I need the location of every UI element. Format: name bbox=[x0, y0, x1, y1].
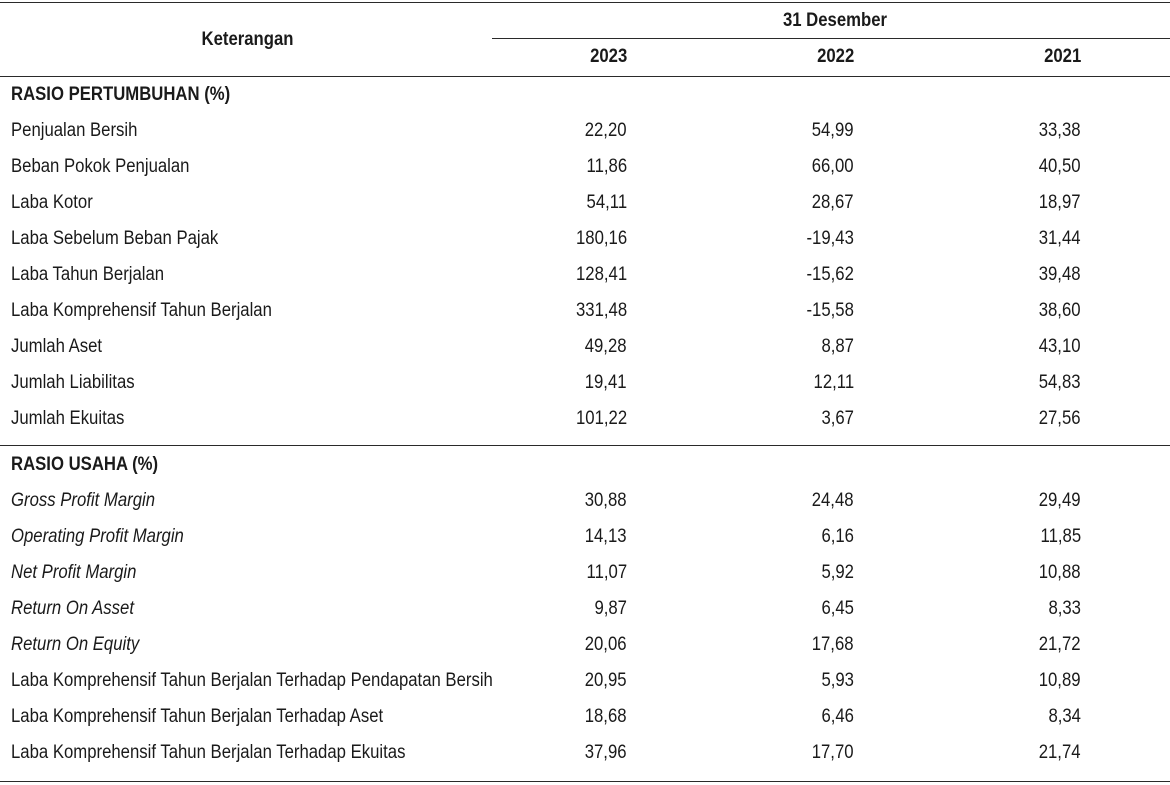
row-value-2023: 20,95 bbox=[585, 670, 627, 691]
row-value-2023: 18,68 bbox=[585, 706, 627, 727]
row-label: Laba Tahun Berjalan bbox=[11, 264, 165, 285]
row-label: Operating Profit Margin bbox=[11, 526, 184, 547]
row-value-2023: 101,22 bbox=[575, 408, 627, 429]
row-value-2021: 10,88 bbox=[1039, 562, 1081, 583]
row-value-2021: 11,85 bbox=[1040, 526, 1081, 547]
row-value-2022: 12,11 bbox=[813, 372, 854, 393]
row-value-2023: 19,41 bbox=[585, 372, 627, 393]
row-value-2021: 54,83 bbox=[1039, 372, 1081, 393]
section-title: RASIO PERTUMBUHAN (%) bbox=[11, 84, 231, 105]
row-value-2023: 128,41 bbox=[575, 264, 627, 285]
row-value-2022: 5,93 bbox=[821, 670, 854, 691]
period-underline bbox=[492, 38, 1170, 39]
row-value-2022: 66,00 bbox=[812, 156, 854, 177]
row-value-2023: 14,13 bbox=[585, 526, 627, 547]
row-value-2022: 8,87 bbox=[821, 336, 854, 357]
header-year-2022: 2022 bbox=[816, 46, 854, 67]
header-period: 31 Desember bbox=[782, 10, 888, 31]
section-divider bbox=[0, 445, 1170, 446]
row-label: Jumlah Aset bbox=[11, 336, 103, 357]
row-value-2023: 331,48 bbox=[575, 300, 627, 321]
row-value-2021: 38,60 bbox=[1039, 300, 1081, 321]
row-value-2023: 22,20 bbox=[585, 120, 627, 141]
row-value-2023: 54,11 bbox=[586, 192, 627, 213]
row-value-2023: 37,96 bbox=[585, 742, 627, 763]
row-value-2022: 24,48 bbox=[812, 490, 854, 511]
row-value-2021: 18,97 bbox=[1039, 192, 1081, 213]
row-value-2021: 29,49 bbox=[1039, 490, 1081, 511]
row-label: Laba Sebelum Beban Pajak bbox=[11, 228, 219, 249]
row-value-2022: 3,67 bbox=[821, 408, 854, 429]
row-value-2022: -15,62 bbox=[806, 264, 854, 285]
row-label: Laba Komprehensif Tahun Berjalan Terhada… bbox=[11, 706, 384, 727]
row-value-2022: 17,70 bbox=[812, 742, 854, 763]
row-value-2022: 5,92 bbox=[821, 562, 854, 583]
row-label: Laba Komprehensif Tahun Berjalan bbox=[11, 300, 272, 321]
row-value-2022: 6,46 bbox=[821, 706, 854, 727]
row-value-2022: 28,67 bbox=[812, 192, 854, 213]
row-value-2021: 33,38 bbox=[1039, 120, 1081, 141]
row-label: Laba Kotor bbox=[11, 192, 93, 213]
row-value-2023: 49,28 bbox=[585, 336, 627, 357]
row-value-2022: 6,45 bbox=[821, 598, 854, 619]
row-value-2021: 27,56 bbox=[1039, 408, 1081, 429]
row-label: Laba Komprehensif Tahun Berjalan Terhada… bbox=[11, 742, 406, 763]
row-value-2021: 31,44 bbox=[1039, 228, 1081, 249]
row-value-2023: 30,88 bbox=[585, 490, 627, 511]
row-value-2021: 40,50 bbox=[1039, 156, 1081, 177]
row-value-2023: 11,07 bbox=[586, 562, 627, 583]
row-label: Laba Komprehensif Tahun Berjalan Terhada… bbox=[11, 670, 493, 691]
row-value-2021: 8,33 bbox=[1048, 598, 1081, 619]
row-value-2022: -19,43 bbox=[806, 228, 854, 249]
row-label: Jumlah Ekuitas bbox=[11, 408, 125, 429]
row-label: Return On Asset bbox=[11, 598, 134, 619]
row-label: Return On Equity bbox=[11, 634, 140, 655]
row-value-2023: 9,87 bbox=[594, 598, 627, 619]
top-rule bbox=[0, 2, 1170, 3]
row-value-2021: 10,89 bbox=[1039, 670, 1081, 691]
row-value-2022: 54,99 bbox=[812, 120, 854, 141]
row-value-2023: 20,06 bbox=[585, 634, 627, 655]
row-value-2023: 11,86 bbox=[586, 156, 627, 177]
row-value-2021: 8,34 bbox=[1048, 706, 1081, 727]
section-title: RASIO USAHA (%) bbox=[11, 454, 159, 475]
header-bottom-rule bbox=[0, 76, 1170, 77]
row-label: Penjualan Bersih bbox=[11, 120, 138, 141]
row-value-2021: 21,72 bbox=[1039, 634, 1081, 655]
row-label: Beban Pokok Penjualan bbox=[11, 156, 190, 177]
row-label: Net Profit Margin bbox=[11, 562, 137, 583]
row-value-2023: 180,16 bbox=[575, 228, 627, 249]
row-value-2022: 6,16 bbox=[821, 526, 854, 547]
header-year-2023: 2023 bbox=[589, 46, 627, 67]
row-value-2022: 17,68 bbox=[812, 634, 854, 655]
row-value-2021: 21,74 bbox=[1039, 742, 1081, 763]
row-value-2022: -15,58 bbox=[806, 300, 854, 321]
row-label: Jumlah Liabilitas bbox=[11, 372, 135, 393]
bottom-rule bbox=[0, 781, 1170, 782]
row-label: Gross Profit Margin bbox=[11, 490, 156, 511]
row-value-2021: 39,48 bbox=[1039, 264, 1081, 285]
header-year-2021: 2021 bbox=[1043, 46, 1081, 67]
header-label-keterangan: Keterangan bbox=[201, 29, 294, 50]
row-value-2021: 43,10 bbox=[1039, 336, 1081, 357]
